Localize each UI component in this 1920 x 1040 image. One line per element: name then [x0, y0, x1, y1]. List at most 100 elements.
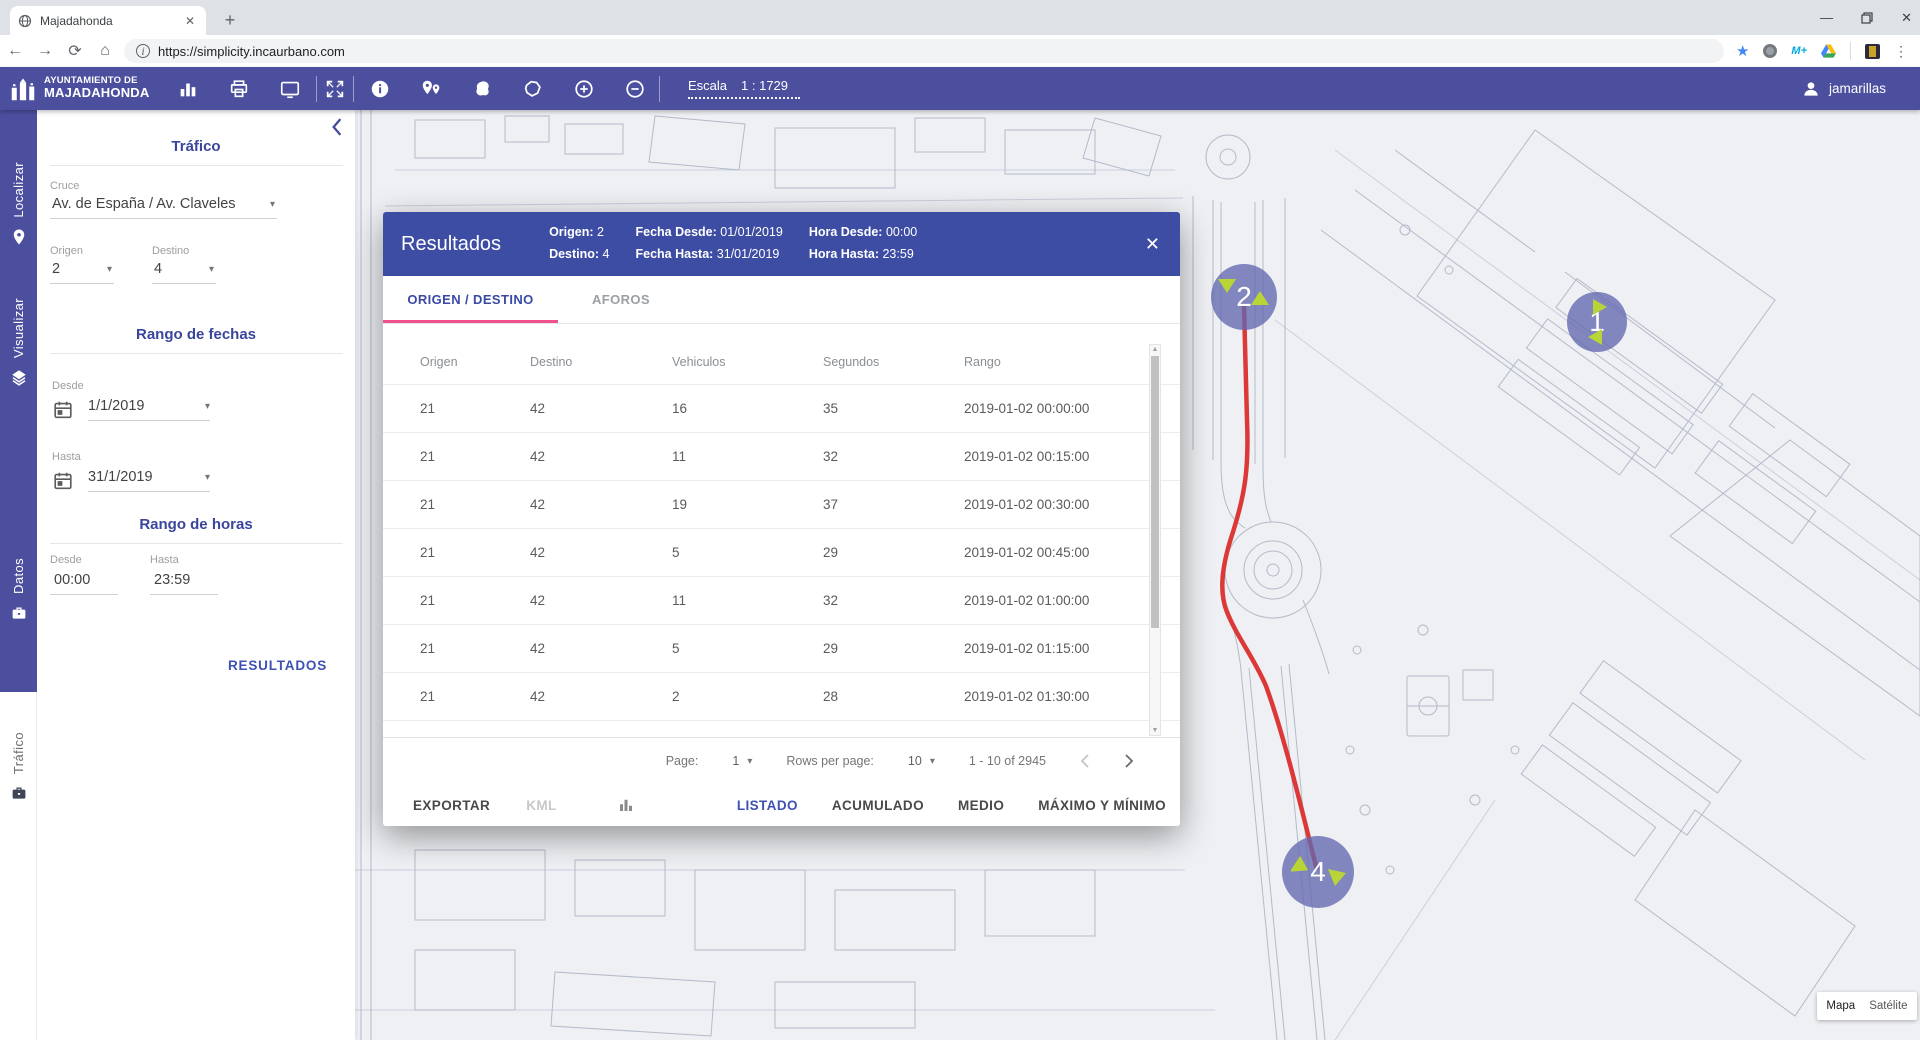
forward-icon[interactable]: → [37, 42, 53, 59]
left-tab-strip: Localizar Visualizar Datos Tráfico [0, 110, 37, 1040]
maximize-icon[interactable] [1861, 11, 1873, 24]
browser-tab[interactable]: Majadahonda ✕ [10, 6, 206, 35]
scroll-up-icon[interactable]: ▲ [1151, 346, 1159, 353]
extension-site-icon[interactable] [1865, 43, 1880, 59]
close-window-icon[interactable]: ✕ [1901, 9, 1912, 25]
next-page-icon[interactable] [1124, 754, 1134, 768]
map-pins-icon[interactable] [419, 77, 443, 101]
table-cell: 2019-01-02 01:00:00 [964, 593, 1090, 608]
page-select[interactable]: 1 ▾ [732, 754, 752, 768]
exportar-button[interactable]: EXPORTAR [413, 797, 491, 813]
hora-hasta-input[interactable]: 23:59 [150, 566, 218, 595]
table-row[interactable]: 21 42 11 32 2019-01-02 00:15:00 [383, 432, 1180, 480]
resultados-button[interactable]: RESULTADOS [228, 658, 327, 673]
tab-close-icon[interactable]: ✕ [184, 13, 196, 28]
tab-origen-destino[interactable]: ORIGEN / DESTINO [383, 276, 558, 323]
map-marker-4[interactable]: 4 [1282, 836, 1354, 908]
maximo-minimo-button[interactable]: MÁXIMO Y MÍNIMO [1038, 797, 1166, 813]
table-row[interactable]: 21 42 11 32 2019-01-02 01:00:00 [383, 576, 1180, 624]
filter-panel: Tráfico Cruce Av. de España / Av. Clavel… [37, 110, 355, 1040]
zoom-in-icon[interactable] [572, 77, 596, 101]
table-cell: 37 [823, 497, 839, 512]
rows-value: 10 [907, 754, 922, 768]
fecha-desde-select[interactable]: 1/1/2019 ▾ [88, 396, 210, 421]
origen-select[interactable]: 2 ▾ [50, 257, 114, 284]
area-select-icon[interactable] [521, 77, 545, 101]
table-cell: 5 [672, 641, 680, 656]
map-marker-2[interactable]: 2 [1211, 264, 1277, 330]
minimize-icon[interactable]: — [1820, 10, 1834, 25]
arrow-up-icon [1251, 291, 1269, 305]
divider [353, 75, 354, 102]
destino-select[interactable]: 4 ▾ [152, 257, 216, 284]
cruce-select[interactable]: Av. de España / Av. Claveles ▾ [50, 192, 277, 219]
sidebar-item-localizar[interactable]: Localizar [0, 162, 37, 246]
hora-desde-input[interactable]: 00:00 [50, 566, 118, 595]
back-icon[interactable]: ← [7, 42, 23, 59]
url-field[interactable]: i https://simplicity.incaurbano.com [124, 39, 1724, 63]
table-scrollbar[interactable]: ▲ ▼ [1149, 344, 1161, 736]
divider [659, 75, 660, 102]
results-modal: Resultados Origen: 2 Destino: 4 Fecha De… [383, 212, 1180, 826]
table-row[interactable]: 21 42 5 29 2019-01-02 01:15:00 [383, 624, 1180, 672]
briefcase-icon [12, 607, 25, 619]
app-toolbar: AYUNTAMIENTO DE MAJADAHONDA [0, 67, 1920, 110]
info-value: 01/01/2019 [720, 225, 783, 240]
collapse-panel-icon[interactable] [331, 118, 343, 136]
browser-address-bar: ← → ⟳ ⌂ i https://simplicity.incaurbano.… [0, 35, 1920, 67]
table-cell: 5 [672, 545, 680, 560]
zoom-out-icon[interactable] [623, 77, 647, 101]
extension-mplus-icon[interactable]: M+ [1791, 45, 1807, 57]
info-label: Fecha Hasta: [635, 247, 714, 261]
acumulado-button[interactable]: ACUMULADO [831, 797, 924, 813]
table-cell: 19 [672, 497, 688, 512]
listado-button[interactable]: LISTADO [736, 797, 798, 813]
previous-page-icon[interactable] [1080, 754, 1090, 768]
home-icon[interactable]: ⌂ [100, 42, 110, 59]
map-marker-1[interactable]: 1 [1567, 292, 1627, 352]
close-icon[interactable]: ✕ [1144, 233, 1160, 254]
bar-chart-icon[interactable] [176, 77, 200, 101]
new-tab-button[interactable]: + [224, 10, 236, 30]
tab-aforos[interactable]: AFOROS [591, 292, 650, 307]
bookmark-star-icon[interactable]: ★ [1735, 43, 1750, 60]
scroll-down-icon[interactable]: ▼ [1151, 727, 1159, 734]
map-type-satelite[interactable]: Satélite [1869, 1000, 1908, 1012]
user-menu[interactable]: jamarillas [1801, 79, 1920, 99]
reload-icon[interactable]: ⟳ [68, 43, 82, 60]
paint-blob-icon[interactable] [470, 77, 494, 101]
scrollbar-thumb[interactable] [1151, 356, 1159, 628]
chevron-down-icon: ▾ [106, 263, 112, 275]
table-cell: 35 [823, 401, 839, 416]
table-cell: 21 [420, 401, 436, 416]
printer-icon[interactable] [227, 77, 251, 101]
medio-button[interactable]: MEDIO [957, 797, 1005, 813]
calendar-icon[interactable] [52, 470, 74, 492]
info-icon[interactable] [368, 77, 392, 101]
sidebar-item-visualizar[interactable]: Visualizar [0, 298, 37, 386]
sidebar-item-trafico[interactable]: Tráfico [0, 732, 37, 802]
sidebar-item-datos[interactable]: Datos [0, 558, 37, 622]
cruce-value: Av. de España / Av. Claveles [52, 196, 236, 212]
table-row[interactable]: 21 42 19 37 2019-01-02 00:30:00 [383, 480, 1180, 528]
fecha-hasta-select[interactable]: 31/1/2019 ▾ [88, 467, 210, 492]
rows-per-page-select[interactable]: 10 ▾ [908, 754, 935, 768]
map-type-mapa[interactable]: Mapa [1826, 1000, 1856, 1012]
page-info-icon[interactable]: i [136, 44, 150, 58]
extension-circle-icon[interactable] [1763, 44, 1778, 58]
fullscreen-icon[interactable] [323, 77, 347, 101]
table-row[interactable]: 21 42 16 35 2019-01-02 00:00:00 [383, 384, 1180, 432]
sidebar-item-label: Visualizar [11, 298, 26, 359]
table-row[interactable]: 21 42 5 29 2019-01-02 00:45:00 [383, 528, 1180, 576]
browser-extensions: ★ M+ ⋮ [1736, 42, 1920, 60]
table-cell: 42 [530, 401, 546, 416]
drive-extension-icon[interactable] [1821, 44, 1836, 58]
browser-menu-icon[interactable]: ⋮ [1894, 42, 1908, 59]
table-row[interactable]: 21 42 2 28 2019-01-02 01:30:00 [383, 672, 1180, 720]
chart-view-icon[interactable] [617, 796, 635, 814]
calendar-icon[interactable] [52, 399, 74, 421]
map-canvas[interactable]: 2 1 4 Mapa Satélite Resultados Origen: 2… [355, 110, 1920, 1040]
monitor-icon[interactable] [278, 77, 302, 101]
kml-button[interactable]: KML [526, 797, 557, 813]
column-header: Origen [420, 355, 458, 369]
